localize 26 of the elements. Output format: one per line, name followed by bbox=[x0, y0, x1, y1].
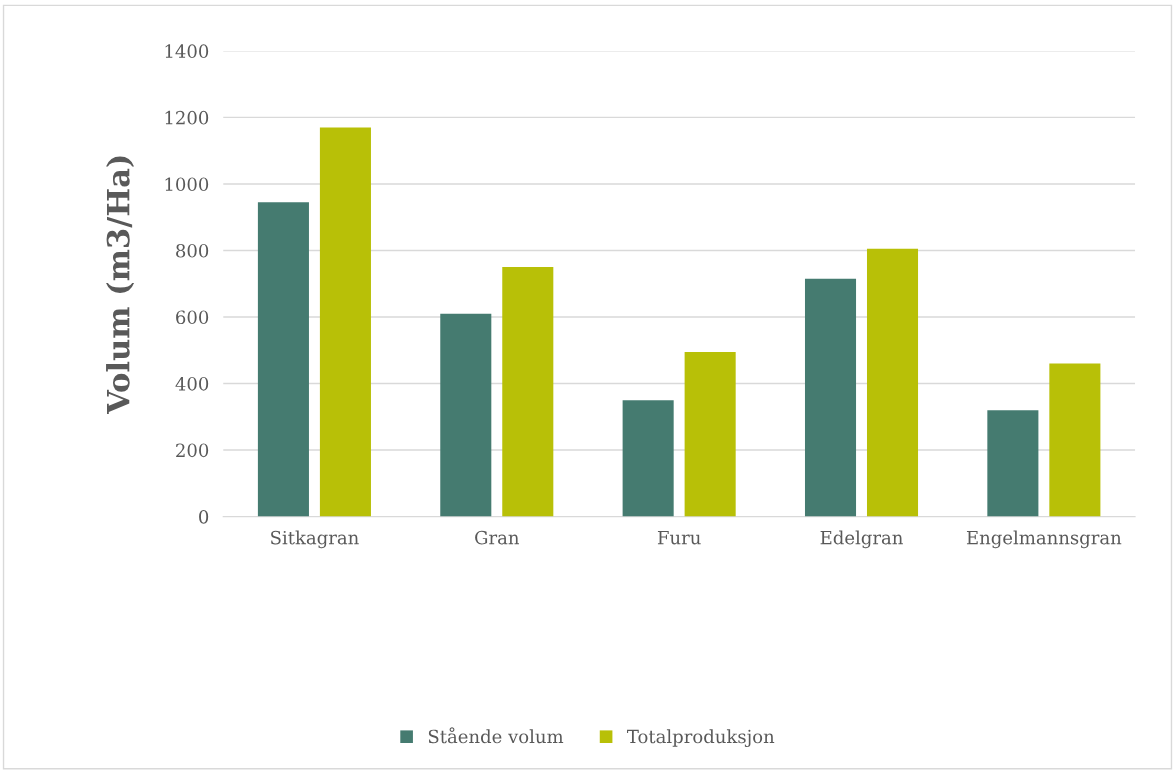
bar bbox=[257, 202, 309, 517]
bar bbox=[319, 127, 371, 517]
bar bbox=[1049, 363, 1101, 517]
bar bbox=[804, 278, 857, 517]
bar bbox=[502, 267, 554, 517]
y-tick-label: 0 bbox=[199, 510, 209, 524]
bar bbox=[987, 410, 1039, 517]
legend-label: Stående volum bbox=[428, 727, 564, 744]
y-tick-label: 1400 bbox=[165, 44, 209, 58]
x-tick-label: Edelgran bbox=[820, 530, 903, 549]
y-tick-label: 800 bbox=[176, 243, 209, 258]
bar bbox=[866, 248, 919, 517]
x-tick-label: Sitkagran bbox=[271, 530, 359, 549]
x-tick-label: Engelmannsgran bbox=[966, 530, 1122, 549]
y-tick-label: 200 bbox=[176, 443, 209, 458]
y-axis-title: Volum (m3/Ha) bbox=[106, 156, 135, 415]
y-tick-label: 400 bbox=[175, 376, 209, 391]
y-tick-label: 1200 bbox=[165, 110, 209, 125]
bar bbox=[622, 400, 674, 517]
legend-label: Totalproduksjon bbox=[627, 729, 775, 748]
y-tick-label: 1000 bbox=[165, 177, 209, 192]
y-tick-label: 600 bbox=[176, 310, 209, 325]
bar bbox=[440, 313, 492, 517]
bar bbox=[684, 351, 736, 517]
x-tick-label: Furu bbox=[657, 531, 701, 545]
x-tick-label: Gran bbox=[475, 530, 520, 545]
